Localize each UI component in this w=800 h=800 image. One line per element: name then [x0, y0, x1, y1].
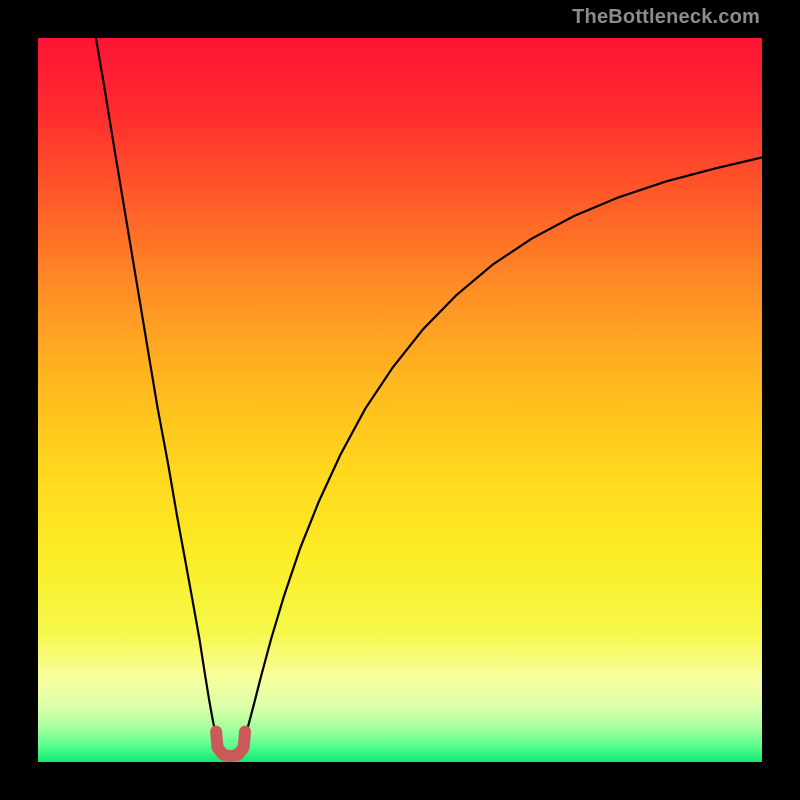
chart-frame: TheBottleneck.com: [0, 0, 800, 800]
watermark-text: TheBottleneck.com: [572, 6, 760, 29]
plot-area: [38, 38, 762, 762]
curve-right: [243, 157, 762, 743]
curve-left: [96, 38, 218, 743]
curve-layer: [38, 38, 762, 762]
cusp-marker: [216, 732, 245, 757]
